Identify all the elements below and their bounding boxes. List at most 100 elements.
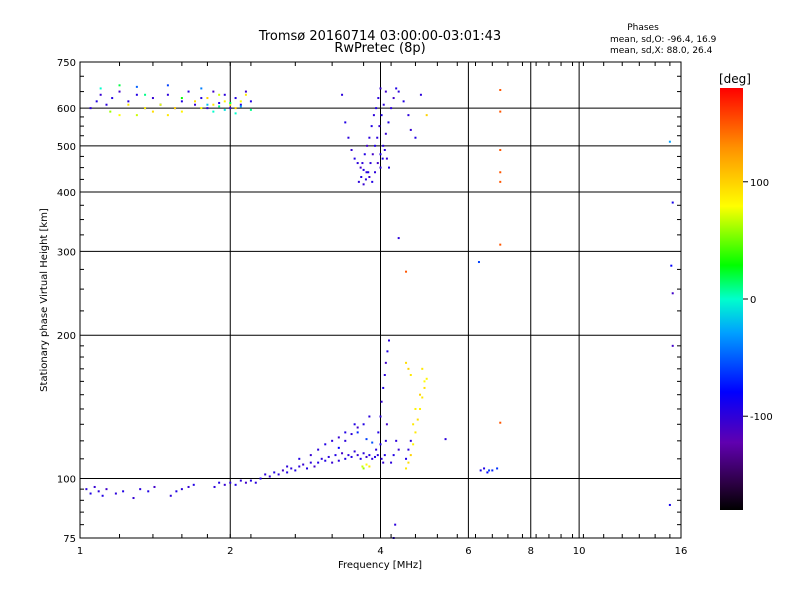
data-point (671, 344, 674, 347)
data-point (385, 423, 388, 426)
data-point (180, 97, 183, 100)
data-point (105, 103, 108, 106)
data-point (382, 103, 385, 106)
x-tick-label: 10 (573, 546, 586, 557)
data-point (362, 452, 365, 455)
x-tick-label: 16 (675, 546, 688, 557)
data-point (173, 107, 176, 110)
data-point (122, 490, 125, 493)
data-point (206, 97, 209, 100)
data-point (379, 153, 382, 156)
data-point (380, 400, 383, 403)
data-point (223, 100, 226, 103)
data-point (206, 103, 209, 106)
data-point (309, 461, 312, 464)
data-point (286, 465, 289, 468)
data-point (444, 438, 447, 441)
data-point (277, 473, 280, 476)
data-point (151, 110, 154, 113)
data-point (99, 87, 102, 90)
data-point (359, 457, 362, 460)
data-point (259, 477, 262, 480)
data-point (671, 201, 674, 204)
data-point (419, 93, 422, 96)
data-point (105, 488, 108, 491)
data-point (229, 107, 232, 110)
data-point (337, 446, 340, 449)
data-point (414, 136, 417, 139)
data-point (499, 88, 502, 91)
data-point (281, 469, 284, 472)
data-point (477, 261, 480, 264)
data-point (139, 488, 142, 491)
data-point (371, 441, 374, 444)
stats-heading: Phases (627, 23, 659, 33)
data-point (379, 166, 382, 169)
data-point (356, 426, 359, 429)
chart-title: Tromsø 20160714 03:00:00-03:01:43 (258, 29, 501, 44)
data-point (249, 100, 252, 103)
y-tick-label: 500 (57, 142, 76, 153)
data-point (368, 454, 371, 457)
data-point (144, 107, 147, 110)
data-point (382, 461, 385, 464)
data-point (395, 439, 398, 442)
data-point (397, 237, 400, 240)
colorbar-unit-label: [deg] (719, 72, 751, 86)
data-point (379, 87, 382, 90)
x-axis-label: Frequency [MHz] (338, 560, 422, 571)
data-point (147, 490, 150, 493)
data-point (135, 114, 138, 117)
data-point (365, 171, 368, 174)
data-point (353, 157, 356, 160)
data-point (499, 421, 502, 424)
data-point (324, 459, 327, 462)
data-point (337, 436, 340, 439)
data-point (347, 454, 350, 457)
data-point (360, 175, 363, 178)
data-point (132, 497, 135, 500)
data-point (362, 168, 365, 171)
data-point (89, 107, 92, 110)
data-point (244, 93, 247, 96)
data-point (320, 457, 323, 460)
data-point (362, 183, 365, 186)
data-point (114, 492, 117, 495)
data-point (254, 481, 257, 484)
data-point (363, 153, 366, 156)
data-point (353, 450, 356, 453)
data-point (380, 114, 383, 117)
data-point (369, 162, 372, 165)
data-point (175, 490, 178, 493)
data-point (392, 97, 395, 100)
data-point (229, 481, 232, 484)
data-point (356, 162, 359, 165)
data-point (374, 171, 377, 174)
data-point (405, 361, 408, 364)
data-point (376, 162, 379, 165)
data-point (496, 467, 499, 470)
data-point (249, 108, 252, 111)
data-point (218, 105, 221, 108)
data-point (212, 103, 215, 106)
data-point (395, 87, 398, 90)
data-point (95, 100, 98, 103)
data-point (166, 84, 169, 87)
data-point (180, 100, 183, 103)
data-point (144, 93, 147, 96)
data-point (118, 90, 121, 93)
data-point (374, 144, 377, 147)
data-point (298, 457, 301, 460)
colorbar (720, 88, 743, 510)
data-point (101, 494, 104, 497)
data-point (405, 467, 408, 470)
data-point (368, 465, 371, 468)
data-point (180, 488, 183, 491)
data-point (357, 180, 360, 183)
data-point (670, 264, 673, 267)
data-point (89, 492, 92, 495)
data-point (111, 97, 114, 100)
data-point (388, 339, 391, 342)
data-point (159, 103, 162, 106)
data-point (218, 93, 221, 96)
